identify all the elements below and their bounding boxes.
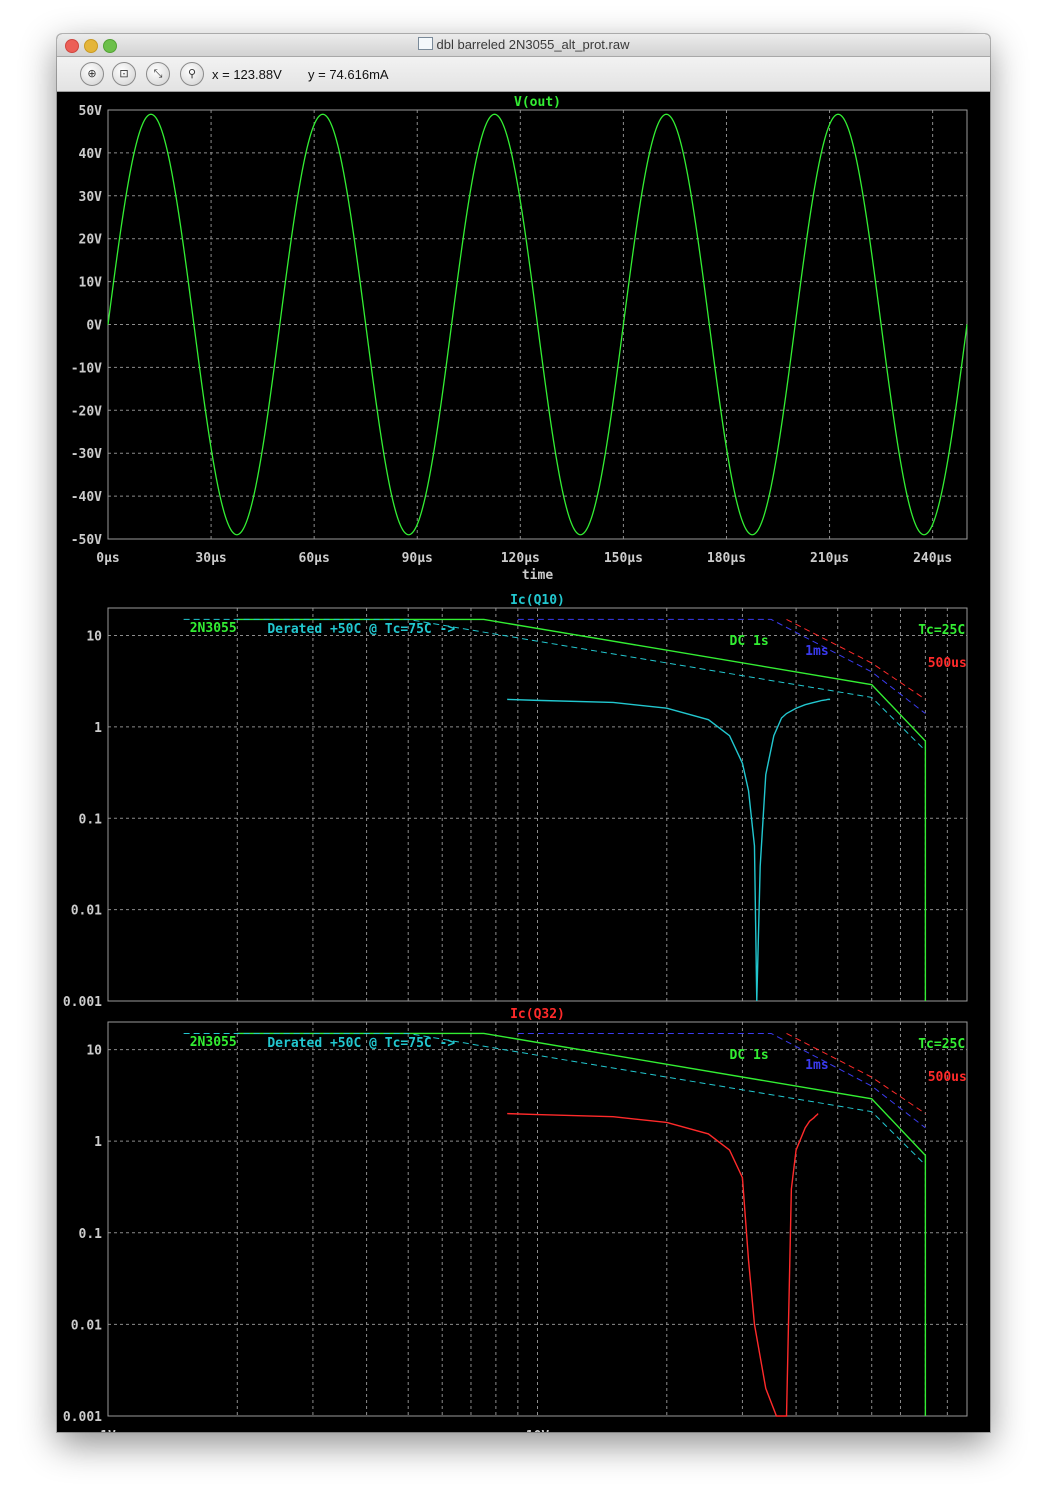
vout-x-tick-label: 120µs [501,551,540,566]
q32-series-2 [517,1032,926,1129]
q10-frame [107,607,968,1002]
vout-x-tick-label: 180µs [707,551,746,566]
vout-x-tick-label: 30µs [195,551,226,566]
q32-y-tick-label: 0.001 [63,1410,102,1425]
maximize-button[interactable] [103,39,117,53]
q10-series-2 [517,618,926,714]
q10-annotation: 1ms [805,644,828,659]
vout-y-tick-label: 40V [79,147,103,162]
toolbar: ⊕ ⊡ ⤡ ⚲ x = 123.88V y = 74.616mA [57,57,990,92]
vout-title: V(out) [514,95,561,110]
q32-series-4 [507,1112,819,1417]
q10-annotation: Tc=25C [918,623,965,638]
q32-annotation: 1ms [805,1058,828,1073]
q10-series-4 [507,698,831,1002]
q32-title: Ic(Q32) [510,1007,565,1022]
q32-series-1 [183,1032,926,1166]
minimize-button[interactable] [84,39,98,53]
waveform-viewer-window: dbl barreled 2N3055_alt_prot.raw ⊕ ⊡ ⤡ ⚲… [57,34,990,1432]
vout-y-tick-label: 20V [79,233,103,248]
q32-series-3 [786,1033,926,1115]
window-title: dbl barreled 2N3055_alt_prot.raw [57,37,990,52]
probe-icon[interactable]: ⚲ [180,62,204,86]
vout-y-tick-label: 50V [79,104,103,119]
q32-series-0 [237,1032,927,1416]
raw-file-icon [417,37,433,50]
q32-y-tick-label: 0.1 [79,1227,103,1242]
vout-x-tick-label: 60µs [299,551,330,566]
zoom-full-icon[interactable]: ⊕ [80,62,104,86]
q32-y-tick-label: 0.01 [71,1318,102,1333]
title-bar[interactable]: dbl barreled 2N3055_alt_prot.raw [57,34,990,57]
q32-y-tick-label: 10 [86,1044,102,1059]
q10-series-3 [786,618,926,700]
zoom-extents-icon[interactable]: ⊡ [112,62,136,86]
vout-x-tick-label: 150µs [604,551,643,566]
vout-y-tick-label: 0V [86,319,102,334]
vout-y-tick-label: -50V [71,533,102,548]
q10-series-0 [237,618,927,1001]
q32-x-tick-label: 1V [100,1429,116,1432]
q10-annotation: DC 1s [730,634,769,649]
q32-frame [107,1021,968,1417]
q32-annotation: Derated +50C @ Tc=75C -> [267,1036,455,1051]
q32-annotation: 500us [928,1070,967,1085]
q32-x-tick-label: 10V [526,1429,550,1432]
vout-y-tick-label: -30V [71,447,102,462]
plot-area[interactable]: 0µs 30µs 60µs 90µs 120µs 150µs 180µs 210µs 240µs… [57,91,990,1432]
q32-y-tick-label: 1 [94,1135,102,1150]
q32-annotation: 2N3055 [190,1035,237,1050]
window-title-text: dbl barreled 2N3055_alt_prot.raw [436,37,630,52]
q10-annotation: 2N3055 [190,621,237,636]
q10-series-1 [183,618,926,751]
cursor-x-readout: x = 123.88V [212,67,282,82]
q10-annotation: 500us [928,656,967,671]
q32-annotation: DC 1s [730,1048,769,1063]
vout-x-tick-label: 0µs [96,551,119,566]
q32-annotation: Tc=25C [918,1037,965,1052]
q10-y-tick-label: 0.001 [63,995,102,1010]
vout-xlabel: time [522,568,553,583]
q10-y-tick-label: 0.1 [79,812,103,827]
q10-y-tick-label: 1 [94,721,102,736]
cursor-y-readout: y = 74.616mA [308,67,389,82]
q10-y-tick-label: 10 [86,630,102,645]
vout-y-tick-label: -10V [71,361,102,376]
vout-trace [107,113,968,536]
vout-y-tick-label: 10V [79,276,103,291]
close-button[interactable] [65,39,79,53]
q10-annotation: Derated +50C @ Tc=75C -> [267,622,455,637]
vout-y-tick-label: -40V [71,490,102,505]
q10-title: Ic(Q10) [510,593,565,608]
vout-y-tick-label: 30V [79,190,103,205]
pan-icon[interactable]: ⤡ [146,62,170,86]
vout-x-tick-label: 210µs [810,551,849,566]
vout-x-tick-label: 90µs [402,551,433,566]
vout-y-tick-label: -20V [71,404,102,419]
q10-y-tick-label: 0.01 [71,904,102,919]
vout-x-tick-label: 240µs [913,551,952,566]
